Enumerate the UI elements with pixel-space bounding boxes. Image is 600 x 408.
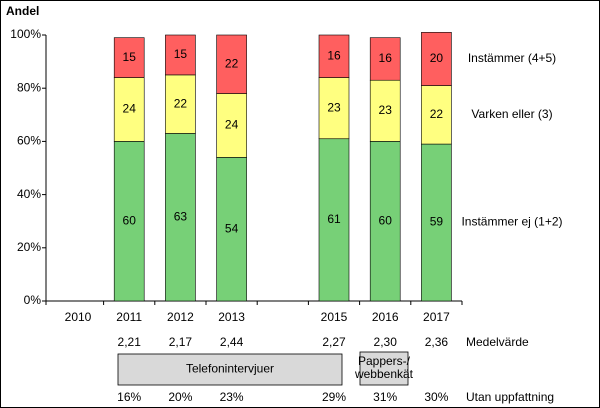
no-opinion-value: 31% (373, 390, 397, 404)
group-label: Telefonintervjuer (186, 362, 274, 376)
data-label: 24 (225, 118, 239, 132)
no-opinion-value: 16% (117, 390, 141, 404)
data-label: 15 (174, 47, 188, 61)
group-label: webbenkät (354, 367, 414, 381)
data-label: 16 (379, 51, 393, 65)
data-label: 59 (430, 215, 444, 229)
data-label: 15 (123, 50, 137, 64)
bar-segment (318, 34, 350, 78)
legend-label: Instämmer ej (1+2) (461, 215, 562, 229)
no-opinion-value: 30% (424, 390, 448, 404)
data-label: 61 (327, 212, 341, 226)
bar-segment (369, 37, 401, 81)
no-opinion-row-label: Utan uppfattning (466, 390, 554, 404)
bar-segment (216, 34, 247, 94)
data-label: 60 (123, 213, 137, 227)
x-tick-label: 2016 (372, 310, 399, 324)
data-label: 60 (379, 213, 393, 227)
y-tick-label: 20% (17, 240, 41, 254)
data-label: 23 (327, 100, 341, 114)
mean-row-label: Medelvärde (466, 335, 529, 349)
group-box (117, 353, 343, 386)
bar-segment (421, 32, 452, 86)
bar-segment (113, 77, 145, 142)
group-label: Pappers-/ (358, 354, 411, 368)
bar-segment (113, 141, 145, 302)
data-label: 20 (430, 51, 444, 65)
data-label: 16 (327, 48, 341, 62)
bar-segment (318, 77, 350, 140)
y-tick-label: 0% (24, 293, 42, 307)
no-opinion-value: 23% (220, 390, 244, 404)
y-tick-label: 60% (17, 134, 41, 148)
y-tick-label: 100% (10, 27, 41, 41)
mean-value: 2,30 (374, 335, 398, 349)
legend-label: Instämmer (4+5) (468, 51, 556, 65)
x-tick-label: 2011 (116, 310, 142, 324)
y-tick-label: 80% (17, 80, 41, 94)
x-tick-label: 2015 (321, 310, 348, 324)
x-tick-label: 2012 (167, 310, 194, 324)
group-box (359, 351, 409, 386)
mean-value: 2,17 (169, 335, 193, 349)
data-label: 63 (174, 209, 188, 223)
data-label: 23 (379, 103, 393, 117)
data-label: 22 (430, 107, 444, 121)
y-tick-label: 40% (17, 187, 41, 201)
mean-value: 2,21 (118, 335, 142, 349)
data-label: 22 (225, 56, 239, 70)
bar-segment (216, 93, 247, 158)
data-label: 22 (174, 96, 188, 110)
bar-segment (216, 157, 247, 302)
bar-segment (113, 37, 145, 78)
data-label: 24 (123, 102, 137, 116)
bar-segment (369, 79, 401, 142)
x-tick-label: 2013 (218, 310, 245, 324)
bar-segment (165, 133, 196, 302)
y-axis-label: Andel (6, 4, 39, 18)
mean-value: 2,44 (220, 335, 244, 349)
bar-segment (369, 141, 401, 302)
no-opinion-value: 20% (168, 390, 192, 404)
mean-value: 2,27 (322, 335, 346, 349)
x-tick-label: 2017 (423, 310, 450, 324)
bar-segment (421, 143, 452, 302)
bar-segment (165, 34, 196, 76)
bar-segment (421, 85, 452, 145)
data-label: 54 (225, 221, 239, 235)
mean-value: 2,36 (425, 335, 449, 349)
legend-label: Varken eller (3) (471, 107, 552, 121)
bar-segment (165, 74, 196, 134)
x-tick-label: 2010 (65, 310, 92, 324)
no-opinion-value: 29% (322, 390, 346, 404)
